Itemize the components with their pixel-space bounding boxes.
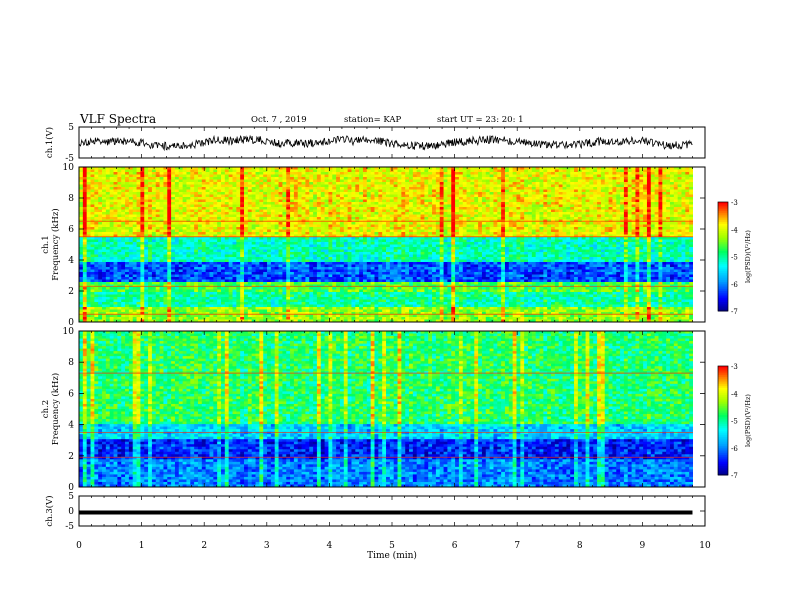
ch1-spec-y-tick-label-0: 0 xyxy=(68,318,74,328)
ch3-wave-y-tick-label-2: -5 xyxy=(65,522,74,532)
ch1-colorbar-tick-0: -3 xyxy=(731,199,738,207)
ch1-spec-y-tick-label-4: 8 xyxy=(68,194,74,204)
ch3-wave-y-tick-label-0: 5 xyxy=(68,492,74,502)
ch2-colorbar: -3 -4 -5 -6 -7 log(PSD)(V²/Hz) xyxy=(717,363,752,480)
x-tick-label-5: 5 xyxy=(389,541,395,551)
ch2-colorbar-tick-2: -5 xyxy=(731,418,738,426)
ch1-colorbar-tick-1: -4 xyxy=(731,226,738,234)
ch1-spectrogram-ylabel-channel: ch.1 xyxy=(41,235,51,253)
ch1-waveform-trace xyxy=(78,134,693,152)
ch1-wave-y-tick-label-1: -5 xyxy=(65,154,74,164)
ch2-colorbar-label: log(PSD)(V²/Hz) xyxy=(744,394,752,447)
x-tick-label-2: 2 xyxy=(201,541,207,551)
chart-title: VLF Spectra xyxy=(80,112,156,126)
ch2-spectrogram xyxy=(79,331,705,488)
station-label: station= KAP xyxy=(344,115,401,125)
ch2-spec-y-tick-label-3: 6 xyxy=(68,389,74,399)
ch2-colorbar-tick-1: -4 xyxy=(731,390,738,398)
ch1-spectrogram xyxy=(79,167,705,323)
ch2-spectrogram-ylabel-channel: ch.2 xyxy=(41,400,51,418)
ch2-spec-y-tick-label-4: 8 xyxy=(68,358,74,368)
x-tick-label-0: 0 xyxy=(76,541,82,551)
ch2-spec-y-tick-label-5: 10 xyxy=(63,327,75,337)
ch1-colorbar-tick-4: -7 xyxy=(731,308,738,316)
ch1-waveform-ylabel: ch.1(V) xyxy=(44,127,55,158)
x-tick-label-6: 6 xyxy=(452,541,458,551)
x-tick-label-7: 7 xyxy=(514,541,520,551)
ch2-colorbar-tick-0: -3 xyxy=(731,363,738,371)
ch1-colorbar-tick-3: -6 xyxy=(731,281,738,289)
ch1-spec-y-tick-label-3: 6 xyxy=(68,225,74,235)
x-tick-label-9: 9 xyxy=(640,541,646,551)
ch1-colorbar-label: log(PSD)(V²/Hz) xyxy=(744,230,752,283)
ch1-wave-y-tick-label-0: 5 xyxy=(68,123,74,133)
ch2-spec-y-tick-label-1: 2 xyxy=(68,452,74,462)
ch2-colorbar-tick-4: -7 xyxy=(731,472,738,480)
start-time-label: start UT = 23: 20: 1 xyxy=(437,115,524,125)
ch2-colorbar-tick-3: -6 xyxy=(731,445,738,453)
ch1-spec-y-tick-label-1: 2 xyxy=(68,287,74,297)
ch2-spec-y-tick-label-2: 4 xyxy=(68,421,74,431)
x-tick-label-10: 10 xyxy=(699,541,711,551)
ch1-colorbar-tick-2: -5 xyxy=(731,254,738,262)
ch3-waveform-ylabel: ch.3(V) xyxy=(44,495,55,526)
x-tick-label-1: 1 xyxy=(139,541,145,551)
x-tick-label-8: 8 xyxy=(577,541,583,551)
ch1-spectrogram-ylabel-freq: Frequency (kHz) xyxy=(50,208,61,280)
ch1-spec-y-tick-label-5: 10 xyxy=(63,163,75,173)
x-tick-label-4: 4 xyxy=(327,541,333,551)
ch3-wave-y-tick-label-1: 0 xyxy=(68,507,74,517)
ch2-spec-y-tick-label-0: 0 xyxy=(68,483,74,493)
ch1-spec-y-tick-label-2: 4 xyxy=(68,256,74,266)
x-axis-label: Time (min) xyxy=(367,550,417,561)
date-label: Oct. 7 , 2019 xyxy=(251,115,307,125)
ch2-spectrogram-ylabel-freq: Frequency (kHz) xyxy=(50,373,61,445)
x-tick-label-3: 3 xyxy=(264,541,270,551)
ch1-colorbar: -3 -4 -5 -6 -7 log(PSD)(V²/Hz) xyxy=(717,199,752,316)
